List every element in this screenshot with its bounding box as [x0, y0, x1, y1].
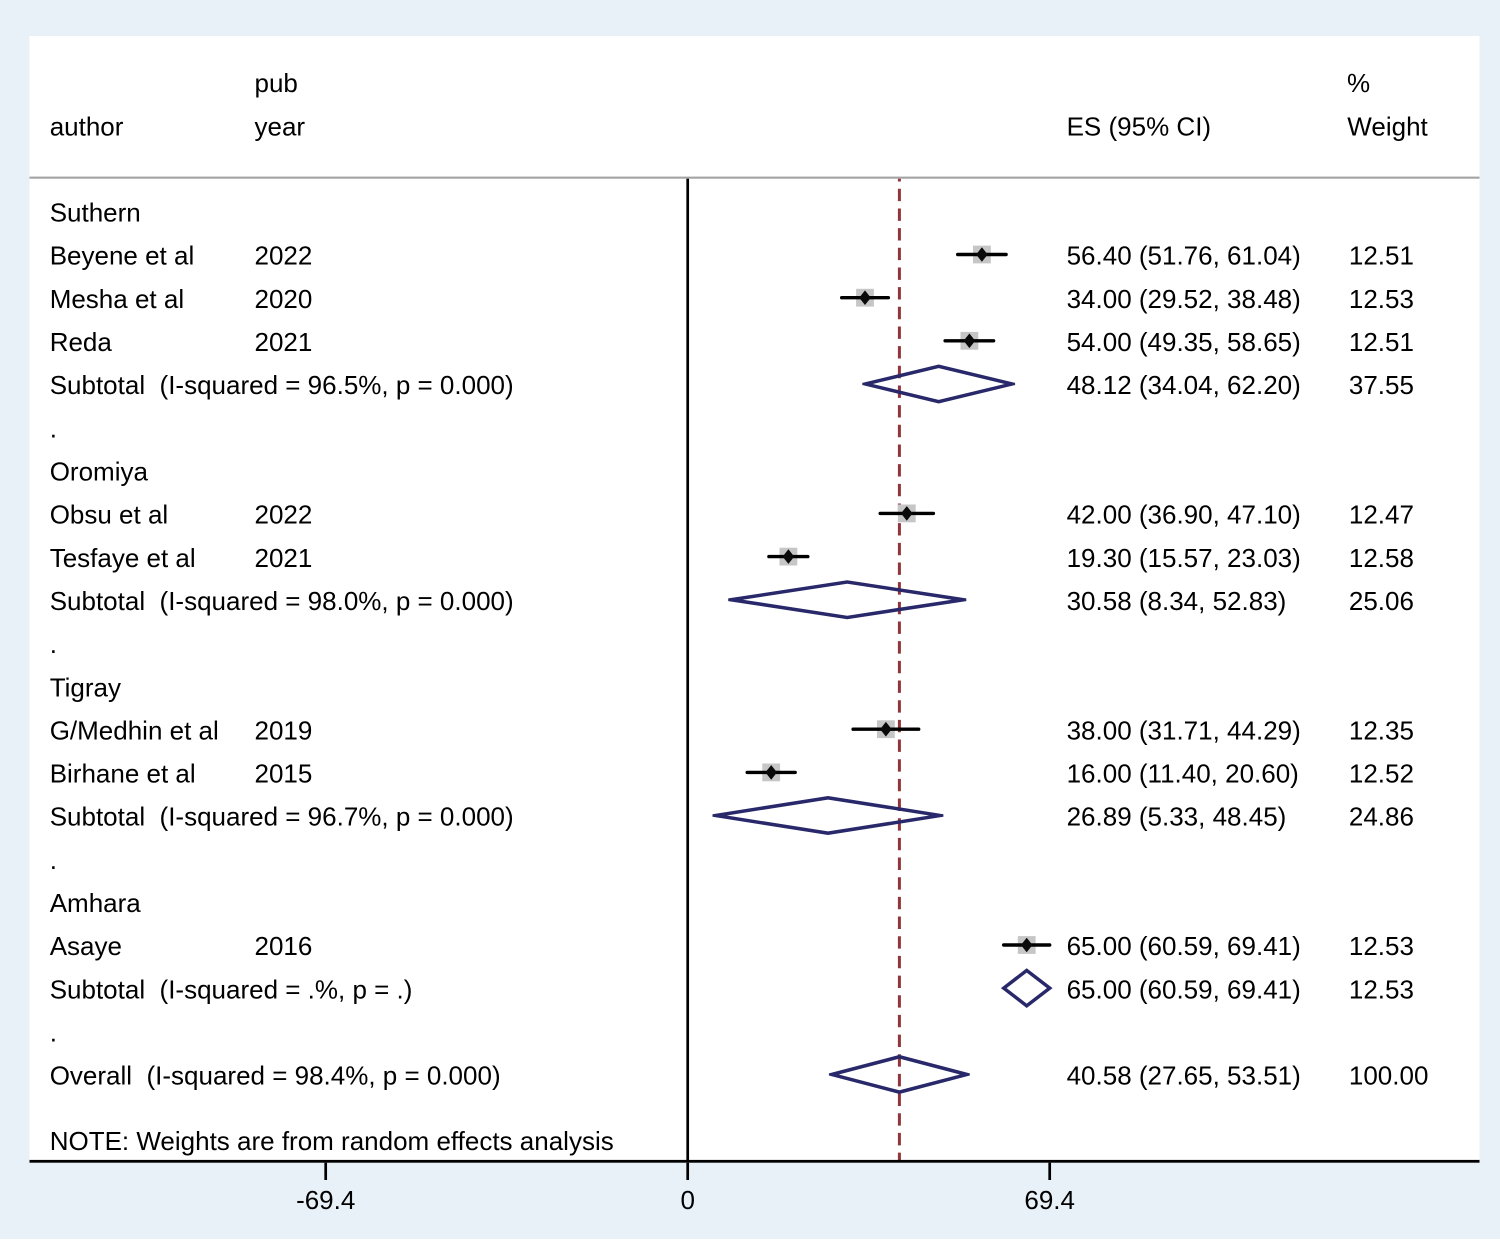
svg-text:19.30 (15.57, 23.03): 19.30 (15.57, 23.03)	[1067, 543, 1301, 573]
svg-text:12.35: 12.35	[1349, 715, 1414, 745]
svg-text:12.58: 12.58	[1349, 543, 1414, 573]
svg-text:Beyene et al: Beyene et al	[50, 241, 195, 271]
svg-text:G/Medhin et al: G/Medhin et al	[50, 715, 219, 745]
svg-text:12.51: 12.51	[1349, 327, 1414, 357]
svg-text:65.00 (60.59, 69.41): 65.00 (60.59, 69.41)	[1067, 974, 1301, 1004]
svg-text:author: author	[50, 111, 124, 141]
svg-text:25.06: 25.06	[1349, 586, 1414, 616]
svg-text:2015: 2015	[255, 759, 313, 789]
svg-text:%: %	[1347, 68, 1370, 98]
svg-text:12.47: 12.47	[1349, 500, 1414, 530]
svg-text:Amhara: Amhara	[50, 888, 142, 918]
svg-text:12.53: 12.53	[1349, 284, 1414, 314]
svg-text:Subtotal (I-squared = 96.5%,: Subtotal (I-squared = 96.5%, p = 0.000)	[50, 370, 514, 400]
svg-text:NOTE: Weights are from random: NOTE: Weights are from random effects an…	[50, 1126, 614, 1156]
svg-text:Tigray: Tigray	[50, 672, 121, 702]
svg-text:54.00 (49.35, 58.65): 54.00 (49.35, 58.65)	[1067, 327, 1301, 357]
svg-text:100.00: 100.00	[1349, 1061, 1429, 1091]
svg-text:0: 0	[680, 1185, 694, 1215]
svg-text:Weight: Weight	[1347, 111, 1428, 141]
svg-text:12.51: 12.51	[1349, 241, 1414, 271]
svg-text:24.86: 24.86	[1349, 802, 1414, 832]
svg-text:12.52: 12.52	[1349, 759, 1414, 789]
svg-text:2021: 2021	[255, 543, 313, 573]
svg-text:Suthern: Suthern	[50, 198, 141, 228]
svg-text:2022: 2022	[255, 241, 313, 271]
svg-text:.: .	[50, 845, 57, 875]
svg-text:Asaye: Asaye	[50, 931, 122, 961]
svg-text:Mesha et al: Mesha et al	[50, 284, 184, 314]
svg-text:Overall (I-squared = 98.4%, p: Overall (I-squared = 98.4%, p = 0.000)	[50, 1061, 501, 1091]
svg-text:Oromiya: Oromiya	[50, 457, 149, 487]
svg-text:16.00 (11.40, 20.60): 16.00 (11.40, 20.60)	[1067, 759, 1299, 789]
svg-text:.: .	[50, 413, 57, 443]
svg-text:2022: 2022	[255, 500, 313, 530]
svg-text:65.00 (60.59, 69.41): 65.00 (60.59, 69.41)	[1067, 931, 1301, 961]
svg-text:30.58 (8.34, 52.83): 30.58 (8.34, 52.83)	[1067, 586, 1287, 616]
svg-text:Subtotal (I-squared = .%, p =: Subtotal (I-squared = .%, p = .)	[50, 974, 413, 1004]
svg-text:2020: 2020	[255, 284, 313, 314]
svg-text:Reda: Reda	[50, 327, 113, 357]
svg-text:34.00 (29.52, 38.48): 34.00 (29.52, 38.48)	[1067, 284, 1301, 314]
svg-text:40.58 (27.65, 53.51): 40.58 (27.65, 53.51)	[1067, 1061, 1301, 1091]
svg-text:26.89 (5.33, 48.45): 26.89 (5.33, 48.45)	[1067, 802, 1287, 832]
svg-text:2016: 2016	[255, 931, 313, 961]
svg-text:Subtotal (I-squared = 96.7%,: Subtotal (I-squared = 96.7%, p = 0.000)	[50, 802, 514, 832]
svg-text:pub: pub	[255, 68, 298, 98]
svg-text:ES (95% CI): ES (95% CI)	[1067, 111, 1212, 141]
svg-text:2021: 2021	[255, 327, 313, 357]
svg-text:37.55: 37.55	[1349, 370, 1414, 400]
svg-text:12.53: 12.53	[1349, 974, 1414, 1004]
svg-text:Tesfaye et al: Tesfaye et al	[50, 543, 196, 573]
svg-text:year: year	[255, 111, 306, 141]
svg-text:38.00 (31.71, 44.29): 38.00 (31.71, 44.29)	[1067, 715, 1301, 745]
svg-text:.: .	[50, 1018, 57, 1048]
svg-text:48.12 (34.04, 62.20): 48.12 (34.04, 62.20)	[1067, 370, 1301, 400]
svg-text:Birhane et al: Birhane et al	[50, 759, 196, 789]
svg-text:42.00 (36.90, 47.10): 42.00 (36.90, 47.10)	[1067, 500, 1301, 530]
svg-text:56.40 (51.76, 61.04): 56.40 (51.76, 61.04)	[1067, 241, 1301, 271]
svg-text:Subtotal (I-squared = 98.0%,: Subtotal (I-squared = 98.0%, p = 0.000)	[50, 586, 514, 616]
svg-text:69.4: 69.4	[1024, 1185, 1075, 1215]
svg-text:2019: 2019	[255, 715, 313, 745]
svg-text:Obsu et al: Obsu et al	[50, 500, 169, 530]
svg-text:.: .	[50, 629, 57, 659]
svg-text:-69.4: -69.4	[296, 1185, 355, 1215]
svg-text:12.53: 12.53	[1349, 931, 1414, 961]
